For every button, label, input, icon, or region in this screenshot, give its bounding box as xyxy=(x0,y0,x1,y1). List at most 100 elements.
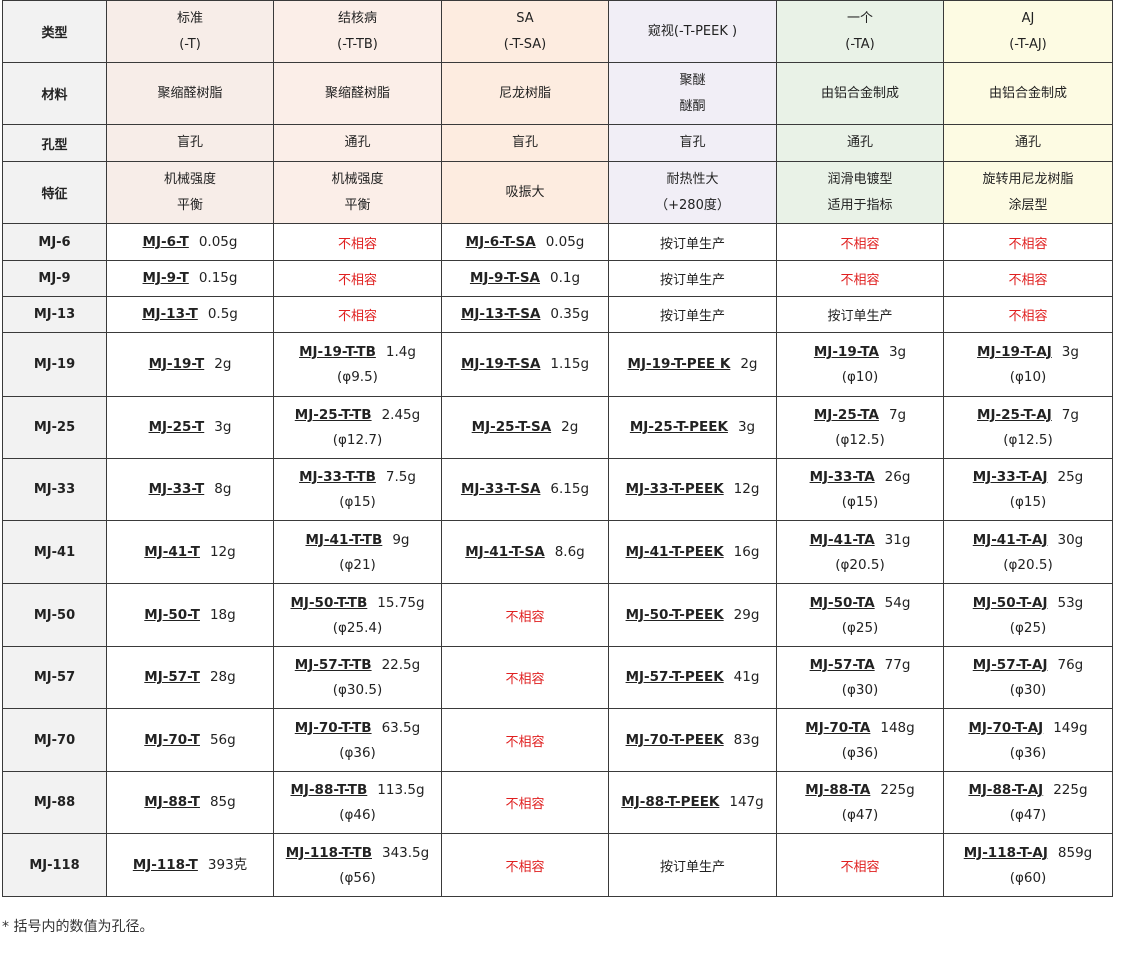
header-cell-line: 窥视(-T-PEEK ) xyxy=(647,23,738,39)
made-to-order-label: 按订单生产 xyxy=(659,309,725,324)
header-cell-line: 一个 xyxy=(846,10,873,26)
part-number-link[interactable]: MJ-13-T xyxy=(142,306,198,322)
header-cell-line: 适用于指标 xyxy=(827,197,893,213)
product-line: MJ-13-T 0.5g xyxy=(108,302,273,327)
incompatible-label: 不相容 xyxy=(337,236,377,252)
product-line: MJ-57-T-PEEK 41g xyxy=(610,665,776,690)
part-number-link[interactable]: MJ-57-T xyxy=(144,669,200,685)
weight-value: 7g xyxy=(1061,407,1079,423)
header-cell-line: 由铝合金制成 xyxy=(988,85,1067,101)
part-number-link[interactable]: MJ-118-T-AJ xyxy=(963,844,1048,861)
product-cell: MJ-19-T-TB 1.4g (φ9.5) xyxy=(273,332,442,397)
product-cell: MJ-50-T-PEEK 29g xyxy=(608,583,777,647)
part-number-link[interactable]: MJ-19-T-AJ xyxy=(977,344,1052,360)
part-number-link[interactable]: MJ-88-TA xyxy=(805,782,871,798)
part-number-link[interactable]: MJ-6-T-SA xyxy=(465,233,536,250)
part-number-link[interactable]: MJ-9-T xyxy=(142,270,189,286)
product-line: MJ-57-T-TB 22.5g xyxy=(275,653,441,678)
part-number-link[interactable]: MJ-88-T-PEEK xyxy=(621,794,720,810)
part-number-link[interactable]: MJ-118-T-TB xyxy=(285,844,372,861)
header-cell: 盲孔 xyxy=(106,124,274,162)
part-number-link[interactable]: MJ-41-T-AJ xyxy=(972,531,1048,548)
part-number-link[interactable]: MJ-70-T-TB xyxy=(294,719,372,736)
part-number-link[interactable]: MJ-6-T xyxy=(142,233,189,250)
header-cell-line: 吸振大 xyxy=(505,184,545,200)
weight-value: 2g xyxy=(561,419,579,435)
part-number-link[interactable]: MJ-19-TA xyxy=(813,344,879,360)
part-number-link[interactable]: MJ-41-TA xyxy=(809,531,875,548)
part-number-link[interactable]: MJ-41-T-TB xyxy=(305,531,383,548)
weight-value: 25g xyxy=(1057,469,1084,485)
product-line: MJ-118-T 393克 xyxy=(108,853,273,878)
part-number-link[interactable]: MJ-118-T xyxy=(132,856,198,873)
part-number-link[interactable]: MJ-88-T xyxy=(144,794,200,810)
part-number-link[interactable]: MJ-88-T-AJ xyxy=(968,782,1044,798)
part-number-link[interactable]: MJ-25-T-TB xyxy=(294,407,372,423)
product-cell: MJ-25-T-AJ 7g (φ12.5) xyxy=(943,396,1113,459)
part-number-link[interactable]: MJ-33-TA xyxy=(809,469,875,485)
row-header-cell: 类型 xyxy=(2,0,107,63)
weight-value: 0.1g xyxy=(550,270,581,286)
incompatible-label: 不相容 xyxy=(1008,236,1048,252)
incompatible-label: 不相容 xyxy=(505,672,545,687)
part-number-link[interactable]: MJ-25-T-AJ xyxy=(977,407,1052,423)
product-cell: 按订单生产 xyxy=(608,833,777,897)
part-number-link[interactable]: MJ-57-T-TB xyxy=(294,657,372,673)
part-number-link[interactable]: MJ-25-T-PEEK xyxy=(629,419,728,435)
part-number-link[interactable]: MJ-33-T-SA xyxy=(460,481,541,497)
weight-value: 77g xyxy=(884,657,911,673)
part-number-link[interactable]: MJ-41-T-PEEK xyxy=(625,543,724,560)
hole-diameter: (φ25) xyxy=(1009,619,1047,636)
header-cell: 一个 (-TA) xyxy=(776,0,944,63)
weight-value: 3g xyxy=(737,419,756,435)
part-number-link[interactable]: MJ-70-T-AJ xyxy=(968,719,1044,736)
product-cell: MJ-33-T 8g xyxy=(106,458,274,521)
table-row: MJ-19 MJ-19-T 2g MJ-19-T-TB 1.4g (φ9.5) MJ-19-… xyxy=(2,332,1113,397)
part-number-link[interactable]: MJ-88-T-TB xyxy=(290,782,368,798)
part-number-link[interactable]: MJ-9-T-SA xyxy=(469,270,541,286)
header-cell: SA (-T-SA) xyxy=(441,0,609,63)
part-number-link[interactable]: MJ-70-T-PEEK xyxy=(625,731,724,748)
product-cell: 不相容 xyxy=(441,646,609,709)
part-number-link[interactable]: MJ-70-TA xyxy=(805,719,871,736)
part-number-link[interactable]: MJ-57-T-PEEK xyxy=(625,669,724,685)
part-number-link[interactable]: MJ-50-T-PEEK xyxy=(625,606,724,623)
header-cell-line: 聚醚 xyxy=(679,72,706,88)
product-cell: MJ-33-T-SA 6.15g xyxy=(441,458,609,521)
part-number-link[interactable]: MJ-50-T-AJ xyxy=(972,594,1048,611)
part-number-link[interactable]: MJ-33-T-TB xyxy=(299,469,376,485)
part-number-link[interactable]: MJ-13-T-SA xyxy=(460,306,541,322)
part-number-link[interactable]: MJ-41-T-SA xyxy=(465,543,545,560)
product-cell: MJ-25-T-SA 2g xyxy=(441,396,609,459)
part-number-link[interactable]: MJ-33-T-PEEK xyxy=(625,481,724,497)
part-number-link[interactable]: MJ-41-T xyxy=(144,543,200,560)
part-number-link[interactable]: MJ-25-TA xyxy=(813,407,879,423)
weight-value: 147g xyxy=(729,794,764,810)
part-number-link[interactable]: MJ-19-T-PEE K xyxy=(627,356,731,372)
weight-value: 859g xyxy=(1057,844,1093,861)
part-number-link[interactable]: MJ-33-T-AJ xyxy=(972,469,1048,485)
part-number-link[interactable]: MJ-19-T-SA xyxy=(460,356,541,372)
part-number-link[interactable]: MJ-33-T xyxy=(148,481,205,497)
part-number-link[interactable]: MJ-25-T-SA xyxy=(471,419,552,435)
hole-diameter: (φ30) xyxy=(1009,682,1047,698)
part-number-link[interactable]: MJ-57-T-AJ xyxy=(972,657,1048,673)
incompatible-label: 不相容 xyxy=(840,273,880,288)
header-cell-line: 通孔 xyxy=(846,135,873,150)
product-line: MJ-19-T-PEE K 2g xyxy=(610,352,776,377)
part-number-link[interactable]: MJ-57-TA xyxy=(809,657,875,673)
weight-value: 12g xyxy=(733,481,760,497)
hole-diameter: (φ47) xyxy=(841,807,879,823)
part-number-link[interactable]: MJ-19-T-TB xyxy=(299,344,376,360)
table-row: MJ-25 MJ-25-T 3g MJ-25-T-TB 2.45g (φ12.7) MJ-2… xyxy=(2,396,1113,459)
header-row: 特征 机械强度 平衡 机械强度 平衡 吸振大 耐热性大 （+280度） 润滑电镀型 适用于指标 旋转… xyxy=(2,161,1113,224)
part-number-link[interactable]: MJ-50-T-TB xyxy=(290,594,368,611)
part-number-link[interactable]: MJ-19-T xyxy=(148,356,205,372)
part-number-link[interactable]: MJ-50-TA xyxy=(809,594,875,611)
weight-value: 393克 xyxy=(207,856,248,873)
part-number-link[interactable]: MJ-70-T xyxy=(144,731,200,748)
weight-value: 16g xyxy=(733,543,760,560)
weight-value: 29g xyxy=(733,606,760,623)
part-number-link[interactable]: MJ-50-T xyxy=(144,606,200,623)
part-number-link[interactable]: MJ-25-T xyxy=(148,419,205,435)
